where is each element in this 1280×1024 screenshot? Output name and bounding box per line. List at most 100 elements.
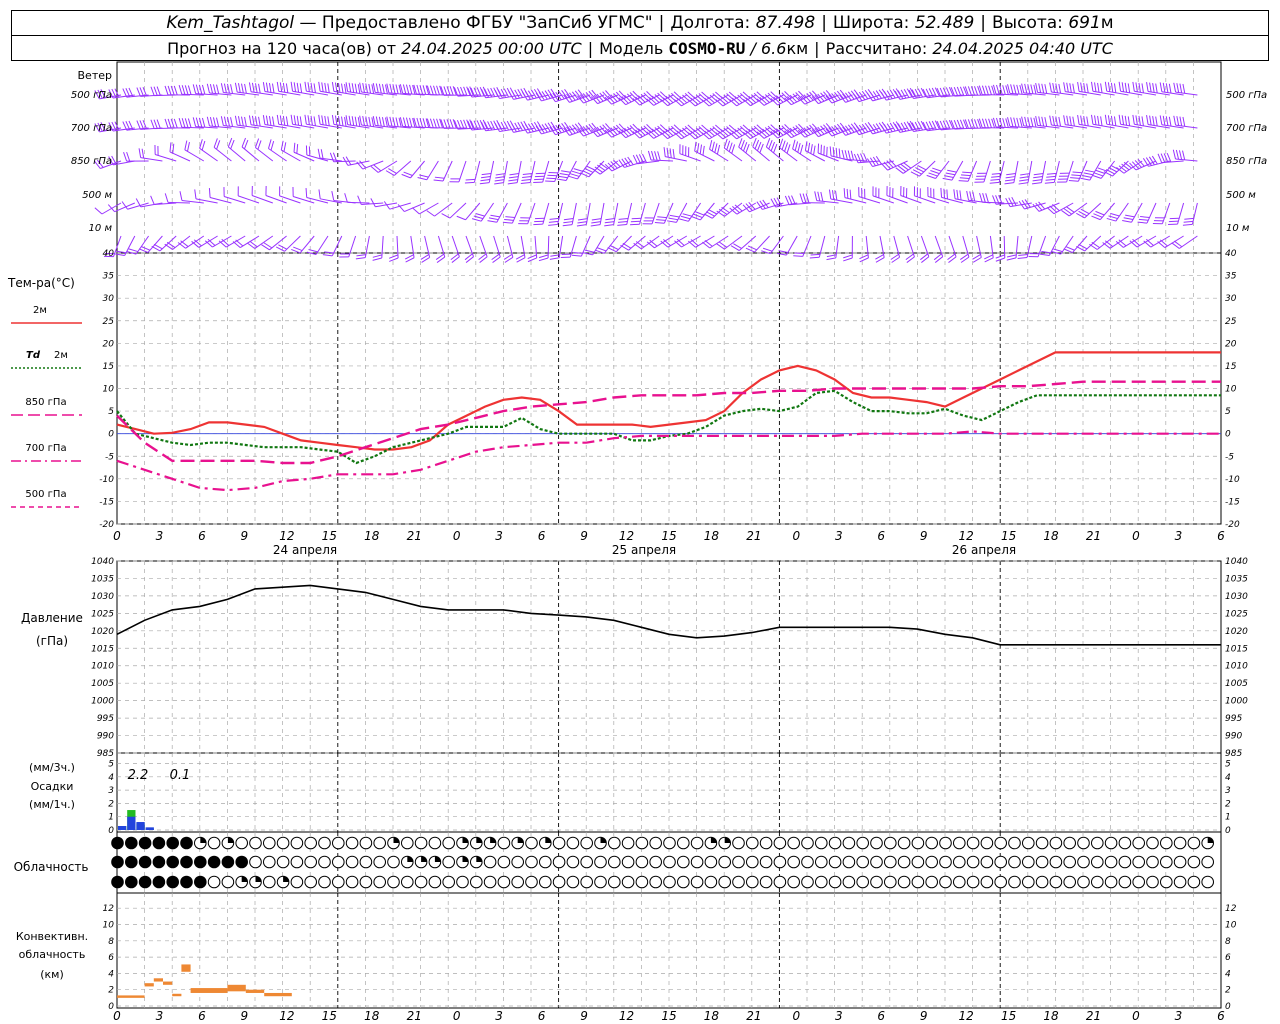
cloud-symbol — [125, 855, 138, 869]
wind-barb — [1039, 235, 1060, 257]
wind-barb-feather — [244, 116, 247, 127]
wind-barb — [826, 235, 840, 261]
wind-barb-feather — [265, 115, 269, 126]
pres-ytick-left: 1035 — [91, 574, 114, 584]
cloud-partial — [241, 876, 248, 882]
wind-barb-feather — [577, 128, 584, 137]
cloud-symbol — [152, 855, 166, 869]
wind-barb — [979, 192, 1005, 204]
wind-barb-feather — [646, 98, 654, 106]
wind-barb-feather — [900, 122, 907, 132]
wind-barb-feather — [723, 138, 728, 149]
cloud-symbol — [1049, 875, 1063, 889]
wind-barb-feather — [490, 120, 496, 130]
wind-barb-feather — [524, 124, 531, 133]
temp-ytick-left: 25 — [103, 317, 115, 327]
wind-barb-feather — [1097, 115, 1100, 126]
wind-barb-feather — [279, 82, 283, 92]
wind-barb-feather — [357, 195, 362, 205]
cloud-symbol — [746, 875, 759, 889]
wind-barb-feather — [1135, 115, 1138, 125]
wind-barb-feather — [900, 163, 909, 171]
wind-barb-feather — [872, 91, 879, 100]
wind-barb — [894, 120, 922, 133]
wind-barb-feather — [491, 253, 500, 261]
wind-barb-staff — [265, 195, 287, 204]
wind-barb-feather — [128, 120, 134, 130]
wind-barb-feather — [776, 252, 787, 256]
wind-barb-feather — [825, 95, 833, 104]
cloud-symbol — [1146, 875, 1159, 889]
wind-barb-staff — [736, 127, 757, 140]
wind-barb-staff — [639, 202, 646, 225]
wind-barb-feather — [869, 124, 876, 134]
wind-barb-feather — [672, 149, 675, 159]
wind-barb-feather — [839, 122, 847, 131]
wind-barb-staff — [650, 159, 674, 162]
wind-barb-feather — [602, 124, 610, 133]
wind-barb-feather — [687, 132, 696, 140]
wind-barb-feather — [241, 83, 244, 94]
wind-barb-feather — [139, 120, 144, 130]
wind-barb — [177, 235, 205, 249]
cloud-symbol — [566, 836, 580, 850]
temp-xtick: 21 — [746, 529, 761, 543]
wind-barb-feather — [194, 189, 197, 199]
cloud-symbol — [1104, 875, 1118, 889]
wind-barb-staff — [681, 94, 701, 107]
wind-barb-feather — [959, 190, 962, 200]
wind-barb-staff — [695, 127, 715, 140]
wind-barb — [218, 235, 246, 248]
wind-barb-feather — [1055, 83, 1059, 93]
wind-barb-staff — [805, 150, 826, 162]
wind-barb-feather — [588, 90, 596, 99]
cloud-symbol — [387, 875, 400, 889]
wind-barb-feather — [988, 118, 992, 128]
wind-barb-feather — [910, 171, 920, 177]
wind-barb — [150, 195, 177, 206]
conv-xtick: 12 — [279, 1009, 294, 1023]
wind-barb-staff — [750, 127, 770, 140]
wind-barb-feather — [1134, 160, 1142, 168]
wind-barb-feather — [571, 170, 582, 175]
temp-xtick: 9 — [241, 529, 249, 543]
wind-barb-feather — [535, 125, 542, 135]
temp-xtick: 18 — [364, 529, 380, 543]
pres-ytick-right: 1005 — [1225, 679, 1248, 689]
wind-barb-feather — [426, 118, 431, 128]
wind-barb-feather — [318, 114, 321, 125]
wind-barb-feather — [679, 96, 688, 104]
wind-barb-feather — [846, 188, 849, 199]
wind-barb-feather — [503, 88, 510, 98]
wind-barb-feather — [299, 83, 303, 93]
wind-barb-feather — [1002, 118, 1006, 128]
wind-barb-feather — [439, 118, 443, 129]
wind-barb-feather — [351, 83, 355, 93]
cloud-symbol — [718, 855, 732, 869]
wind-barb — [549, 122, 577, 136]
cloud-symbol — [663, 875, 676, 889]
cloud-symbol — [442, 855, 456, 869]
wind-barb-feather — [999, 85, 1003, 95]
wind-barb-feather — [964, 86, 969, 96]
wind-barb — [730, 235, 757, 251]
cloud-symbol — [428, 836, 442, 850]
wind-barb-feather — [605, 123, 613, 131]
wind-barb — [138, 235, 163, 253]
conv-bar — [153, 978, 163, 982]
wind-barb-feather — [248, 115, 252, 125]
conv-xtick: 9 — [241, 1009, 249, 1023]
cloud-symbol — [815, 855, 828, 869]
wind-barb-feather — [494, 182, 504, 185]
wind-barb — [716, 235, 743, 250]
wind-barb-feather — [596, 93, 604, 102]
wind-barb-feather — [1019, 117, 1023, 128]
wind-barb-feather — [249, 240, 258, 248]
precip-total: 0.1 — [170, 768, 191, 783]
wind-barb-feather — [928, 172, 938, 177]
wind-barb-feather — [548, 223, 558, 226]
wind-barb — [933, 235, 944, 263]
wind-barb-feather — [855, 92, 863, 102]
conv-xtick: 15 — [322, 1009, 337, 1023]
temp-xtick: 18 — [704, 529, 720, 543]
